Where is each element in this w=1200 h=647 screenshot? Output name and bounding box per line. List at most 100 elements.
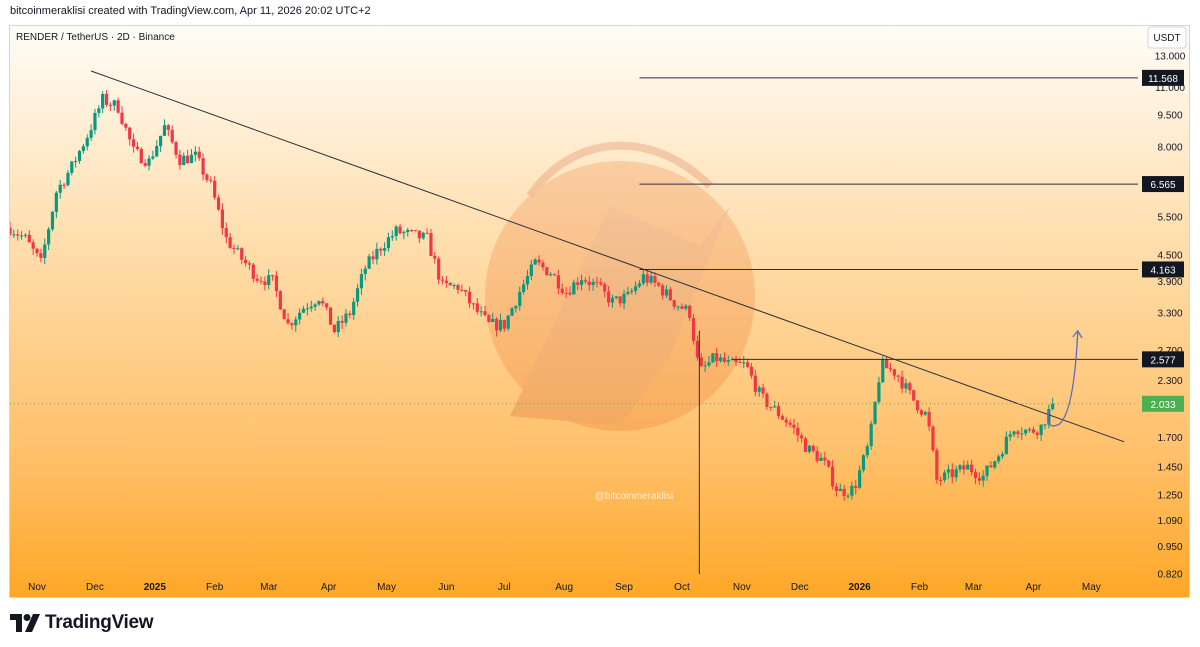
candle-body bbox=[753, 375, 757, 392]
candle-body bbox=[375, 248, 379, 260]
candle-body bbox=[479, 311, 483, 313]
price-axis[interactable]: 13.00011.0009.5008.0006.5005.5004.5003.9… bbox=[1142, 52, 1186, 581]
tradingview-logo-icon bbox=[10, 614, 40, 632]
candle-body bbox=[896, 375, 900, 377]
candle-body bbox=[355, 288, 360, 302]
candle-body bbox=[352, 301, 356, 316]
candle-body bbox=[77, 151, 82, 162]
candle-body bbox=[425, 232, 429, 234]
candle-body bbox=[460, 289, 464, 291]
candle-body bbox=[773, 406, 777, 408]
time-axis-label: Nov bbox=[28, 582, 46, 593]
time-axis[interactable]: Nov Dec 2025 Feb Mar Apr May Jun Jul Aug Sep Oct Nov… bbox=[28, 582, 1101, 593]
candle-body bbox=[761, 387, 765, 394]
candle-body bbox=[305, 308, 309, 310]
candle-body bbox=[935, 450, 939, 480]
candle-body bbox=[1016, 431, 1020, 435]
candle-body bbox=[74, 161, 78, 163]
candle-body bbox=[386, 237, 391, 249]
candle-body bbox=[545, 267, 549, 276]
candle-body bbox=[124, 123, 128, 128]
candle-body bbox=[294, 319, 298, 326]
candle-body bbox=[213, 180, 217, 198]
candle-body bbox=[406, 230, 410, 233]
candle-body bbox=[332, 324, 336, 333]
candle-body bbox=[193, 151, 197, 155]
candle-body bbox=[556, 275, 560, 289]
candle-body bbox=[336, 320, 340, 333]
candle-body bbox=[769, 406, 773, 408]
candle-body bbox=[541, 262, 545, 268]
candle-body bbox=[606, 291, 611, 303]
symbol-legend[interactable]: RENDER / TetherUS · 2D · Binance bbox=[16, 32, 175, 43]
candle-body bbox=[973, 472, 978, 479]
candle-body bbox=[224, 228, 228, 238]
candle-body bbox=[363, 268, 367, 275]
candle-body bbox=[603, 284, 607, 292]
candle-body bbox=[583, 280, 588, 282]
candle-body bbox=[587, 281, 591, 286]
candle-body bbox=[506, 315, 510, 329]
candle-body bbox=[240, 248, 244, 260]
chart-canvas[interactable]: @bitcoinmeraklisi RENDER / TetherUS · 2D… bbox=[10, 26, 1190, 598]
candle-body bbox=[1027, 429, 1032, 431]
candle-body bbox=[861, 455, 866, 471]
plot-area bbox=[10, 70, 1138, 574]
candle-body bbox=[892, 369, 896, 376]
candle-body bbox=[599, 282, 603, 285]
price-level-badge bbox=[1142, 261, 1184, 278]
candle-body bbox=[58, 184, 62, 193]
candle-body bbox=[888, 368, 893, 370]
time-axis-label: Mar bbox=[260, 582, 278, 593]
candle-body bbox=[846, 495, 850, 497]
candle-body bbox=[981, 475, 985, 481]
candle-body bbox=[873, 401, 877, 424]
price-axis-label: 8.000 bbox=[1157, 143, 1182, 154]
price-axis-label: 11.000 bbox=[1155, 83, 1185, 94]
candle-body bbox=[433, 255, 437, 259]
price-axis-label: 9.500 bbox=[1157, 110, 1182, 121]
candle-body bbox=[232, 247, 236, 250]
candle-body bbox=[440, 279, 445, 281]
currency-button[interactable]: USDT bbox=[1147, 26, 1187, 49]
candle-body bbox=[417, 230, 421, 239]
candle-body bbox=[854, 485, 858, 488]
candle-body bbox=[467, 291, 472, 304]
chart-background bbox=[10, 26, 1189, 597]
candle-body bbox=[1035, 432, 1039, 435]
candle-body bbox=[410, 230, 414, 232]
watermark-text: @bitcoinmeraklisi bbox=[595, 491, 674, 502]
candle-body bbox=[672, 300, 676, 307]
candle-body bbox=[591, 281, 595, 286]
time-axis-label: 2025 bbox=[144, 582, 167, 593]
time-axis-label: Jun bbox=[438, 582, 454, 593]
price-axis-label: 1.090 bbox=[1157, 516, 1182, 527]
candle-body bbox=[529, 264, 533, 276]
candle-body bbox=[784, 419, 788, 423]
candle-body bbox=[251, 264, 255, 279]
candle-body bbox=[707, 362, 711, 366]
candle-body bbox=[711, 353, 715, 363]
candle-body bbox=[120, 112, 124, 124]
candle-body bbox=[780, 416, 784, 420]
candle-body bbox=[834, 486, 839, 492]
candle-body bbox=[313, 304, 317, 307]
candle-body bbox=[464, 290, 468, 292]
candle-body bbox=[985, 465, 989, 476]
price-axis-label: 1.250 bbox=[1157, 490, 1182, 501]
candle-body bbox=[715, 353, 719, 362]
candle-body bbox=[881, 359, 885, 383]
candle-body bbox=[742, 362, 746, 364]
candle-body bbox=[807, 445, 811, 452]
candle-body bbox=[97, 108, 101, 113]
price-level-badge bbox=[1142, 69, 1184, 86]
candle-body bbox=[796, 427, 800, 436]
candle-body bbox=[850, 485, 854, 496]
time-axis-label: Mar bbox=[965, 582, 983, 593]
candle-body bbox=[664, 289, 669, 296]
tradingview-logo[interactable]: TradingView bbox=[10, 612, 154, 634]
candle-body bbox=[552, 274, 557, 276]
candle-body bbox=[908, 383, 912, 391]
candle-body bbox=[43, 244, 47, 258]
time-axis-label: Feb bbox=[206, 582, 224, 593]
